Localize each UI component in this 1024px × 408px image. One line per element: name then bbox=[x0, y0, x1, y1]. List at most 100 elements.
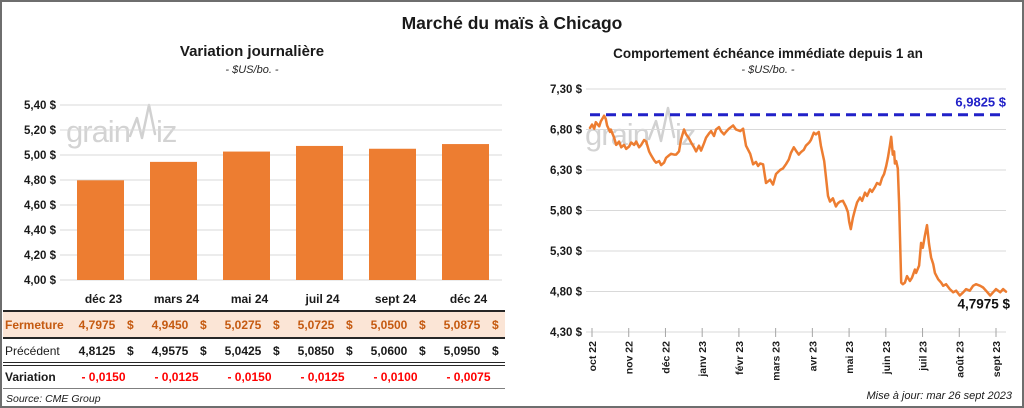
table-cell: - 0,0125 bbox=[286, 370, 359, 384]
currency-symbol: $ bbox=[273, 317, 280, 332]
x-tick-label: nov 22 bbox=[624, 341, 636, 374]
y-tick-label: 4,80 $ bbox=[24, 175, 57, 187]
table-cell: 5,0275 $ bbox=[213, 318, 286, 332]
cell-value: 5,0600 bbox=[370, 343, 408, 358]
y-tick-label: 6,80 $ bbox=[550, 125, 583, 137]
row-label: Précédent bbox=[5, 343, 60, 358]
x-tick-label: déc 22 bbox=[660, 341, 672, 374]
watermark-text: grain bbox=[66, 114, 131, 150]
table-cell: - 0,0150 bbox=[213, 370, 286, 384]
y-tick-label: 4,00 $ bbox=[24, 275, 57, 287]
cell-value: 4,9450 bbox=[151, 317, 189, 332]
bar-déc 23 bbox=[77, 180, 124, 280]
currency-symbol: $ bbox=[419, 317, 426, 332]
table-cell: - 0,0150 bbox=[67, 370, 140, 384]
futures-price-table: déc 23 mars 24 mai 24 juil 24 sept 24 déc 24 F… bbox=[3, 288, 507, 389]
column-header: déc 24 bbox=[432, 292, 505, 306]
cell-value: - 0,0075 bbox=[446, 370, 491, 384]
bar-chart-title: Variation journalière bbox=[179, 43, 325, 60]
currency-symbol: $ bbox=[492, 317, 499, 332]
cell-value: - 0,0125 bbox=[154, 370, 199, 384]
currency-symbol: $ bbox=[346, 317, 353, 332]
table-row-variation: Variation - 0,0150 - 0,0125 - 0,0150 - 0,012… bbox=[3, 366, 505, 389]
cell-value: 5,0425 bbox=[224, 343, 262, 358]
y-tick-label: 4,80 $ bbox=[550, 287, 583, 299]
cell-value: 4,8125 bbox=[78, 343, 116, 358]
y-tick-label: 4,30 $ bbox=[550, 327, 583, 339]
price-line bbox=[588, 114, 1008, 297]
watermark-w-spike-icon bbox=[128, 103, 157, 140]
y-tick-label: 4,40 $ bbox=[24, 225, 57, 237]
column-header: mai 24 bbox=[213, 292, 286, 306]
column-header-label: sept 24 bbox=[374, 292, 417, 306]
update-note: Mise à jour: mar 26 sept 2023 bbox=[866, 390, 1012, 402]
table-cell: 5,0875 $ bbox=[432, 318, 505, 332]
y-tick-label: 5,40 $ bbox=[24, 100, 57, 112]
row-label: Fermeture bbox=[5, 317, 64, 332]
x-tick-label: août 23 bbox=[954, 341, 966, 378]
table-cell: 4,8125 $ bbox=[67, 344, 140, 358]
y-tick-label: 7,30 $ bbox=[550, 84, 583, 96]
page-title: Marché du maïs à Chicago bbox=[401, 13, 623, 33]
column-header: juil 24 bbox=[286, 292, 359, 306]
cell-value: 5,0275 bbox=[224, 317, 262, 332]
table-cell: 5,0425 $ bbox=[213, 344, 286, 358]
column-header: sept 24 bbox=[359, 292, 432, 306]
x-tick-label: mars 23 bbox=[771, 341, 783, 381]
bar-mars 24 bbox=[150, 161, 197, 280]
cell-value: - 0,0150 bbox=[81, 370, 126, 384]
currency-symbol: $ bbox=[200, 343, 207, 358]
currency-symbol: $ bbox=[127, 317, 134, 332]
column-header-label: mai 24 bbox=[230, 292, 269, 306]
line-chart-subtitle: - $US/bo. - bbox=[741, 64, 795, 76]
cell-value: 5,0950 bbox=[443, 343, 481, 358]
x-tick-label: mai 23 bbox=[844, 341, 856, 374]
table-cell: 5,0950 $ bbox=[432, 344, 505, 358]
cell-value: 4,7975 bbox=[78, 317, 116, 332]
cell-value: - 0,0100 bbox=[373, 370, 418, 384]
source-note: Source: CME Group bbox=[6, 393, 101, 405]
table-cell: 4,9450 $ bbox=[140, 318, 213, 332]
cell-value: 5,0850 bbox=[297, 343, 335, 358]
table-cell: - 0,0100 bbox=[359, 370, 432, 384]
bar-chart-subtitle: - $US/bo. - bbox=[225, 64, 279, 76]
last-value-label: 4,7975 $ bbox=[957, 297, 1010, 312]
column-header-label: juil 24 bbox=[305, 292, 340, 306]
grainwiz-watermark: grain iz bbox=[66, 102, 177, 150]
x-tick-label: févr 23 bbox=[734, 341, 746, 375]
currency-symbol: $ bbox=[419, 343, 426, 358]
table-row-fermeture: Fermeture 4,7975 $4,9450 $5,0275 $5,0725 $5,0… bbox=[3, 312, 505, 339]
currency-symbol: $ bbox=[346, 343, 353, 358]
bar-déc 24 bbox=[442, 144, 489, 280]
cell-value: 5,0725 bbox=[297, 317, 335, 332]
cell-value: - 0,0125 bbox=[300, 370, 345, 384]
front-month-line-chart: 7,30 $ 6,80 $ 6,30 $ 5,80 $ 5,30 $ 4,80 $ 4,30… bbox=[550, 84, 1010, 381]
bar-sept 24 bbox=[369, 148, 416, 280]
x-tick-label: oct 22 bbox=[587, 341, 599, 372]
currency-symbol: $ bbox=[127, 343, 134, 358]
table-cell: 4,9575 $ bbox=[140, 344, 213, 358]
column-header-label: déc 23 bbox=[84, 292, 123, 306]
cell-value: 5,0500 bbox=[370, 317, 408, 332]
row-label: Variation bbox=[5, 370, 56, 384]
y-tick-label: 5,00 $ bbox=[24, 150, 57, 162]
currency-symbol: $ bbox=[492, 343, 499, 358]
table-cell: 5,0725 $ bbox=[286, 318, 359, 332]
y-tick-label: 5,30 $ bbox=[550, 246, 583, 258]
daily-variation-bar-chart: 5,40 $ 5,20 $ 5,00 $ 4,80 $ 4,60 $ 4,40 $ 4,20… bbox=[24, 100, 502, 287]
x-tick-label: juin 23 bbox=[881, 341, 893, 375]
cell-value: 5,0875 bbox=[443, 317, 481, 332]
table-cell: - 0,0075 bbox=[432, 370, 505, 384]
x-tick-label: janv 23 bbox=[697, 341, 709, 378]
y-tick-label: 4,60 $ bbox=[24, 200, 57, 212]
cell-value: 4,9575 bbox=[151, 343, 189, 358]
y-tick-label: 6,30 $ bbox=[550, 165, 583, 177]
table-cell: 5,0850 $ bbox=[286, 344, 359, 358]
table-cell: 5,0500 $ bbox=[359, 318, 432, 332]
y-tick-label: 4,20 $ bbox=[24, 250, 57, 262]
table-header-row: déc 23 mars 24 mai 24 juil 24 sept 24 déc 24 bbox=[3, 288, 505, 312]
x-tick-label: juil 23 bbox=[918, 341, 930, 372]
bar-juil 24 bbox=[296, 145, 343, 280]
bar-mai 24 bbox=[223, 151, 270, 280]
